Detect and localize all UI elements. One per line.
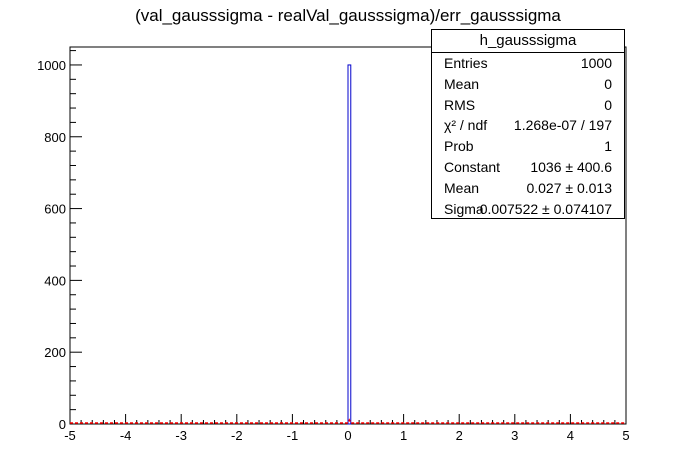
x-tick-label: -4 xyxy=(120,428,132,443)
stats-value: 1.268e-07 / 197 xyxy=(513,117,612,134)
stats-row: Prob 1 xyxy=(432,136,624,157)
chart-title: (val_gausssigma - realVal_gausssigma)/er… xyxy=(135,6,561,25)
y-tick-label: 800 xyxy=(44,130,66,145)
stats-row: Sigma 0.007522 ± 0.074107 xyxy=(432,199,624,220)
stats-row: RMS 0 xyxy=(432,95,624,116)
y-tick-label: 1000 xyxy=(37,58,66,73)
x-tick-label: 3 xyxy=(511,428,518,443)
x-tick-label: 0 xyxy=(344,428,351,443)
stats-row: Constant 1036 ± 400.6 xyxy=(432,157,624,178)
stats-label: Prob xyxy=(444,138,474,155)
stats-value: 1036 ± 400.6 xyxy=(530,158,612,175)
stats-value: 0.027 ± 0.013 xyxy=(526,179,612,196)
x-tick-label: 2 xyxy=(456,428,463,443)
x-tick-label: 1 xyxy=(400,428,407,443)
stats-label: Entries xyxy=(444,55,488,71)
y-tick-label: 0 xyxy=(59,417,66,432)
stats-histogram-name: h_gausssigma xyxy=(432,30,624,53)
stats-row: Mean 0.027 ± 0.013 xyxy=(432,178,624,199)
stats-value: 1000 xyxy=(580,55,612,71)
x-tick-label: -2 xyxy=(231,428,243,443)
stats-row: Entries 1000 xyxy=(432,53,624,74)
x-tick-label: 4 xyxy=(567,428,574,443)
stats-label: Constant xyxy=(444,158,501,175)
stats-label: Mean xyxy=(444,75,480,92)
x-tick-label: 5 xyxy=(622,428,629,443)
stats-value: 0.007522 ± 0.074107 xyxy=(479,200,612,217)
stats-label: Mean xyxy=(444,179,480,196)
stats-value: 1 xyxy=(604,138,612,155)
stats-row: χ² / ndf 1.268e-07 / 197 xyxy=(432,115,624,136)
fit-curve xyxy=(70,418,626,424)
histogram-bar xyxy=(347,64,352,425)
y-tick-label: 600 xyxy=(44,202,66,217)
stats-box: h_gausssigma Entries 1000 Mean 0 RMS 0 χ² / nd… xyxy=(431,29,625,219)
stats-value: 0 xyxy=(604,96,612,113)
y-tick-label: 400 xyxy=(44,273,66,288)
stats-value: 0 xyxy=(604,75,612,92)
stats-label: Sigma xyxy=(444,200,484,217)
x-tick-label: -3 xyxy=(175,428,187,443)
stats-label: χ² / ndf xyxy=(444,117,488,134)
x-tick-label: -1 xyxy=(287,428,299,443)
x-tick-label: -5 xyxy=(64,428,76,443)
stats-rows: Entries 1000 Mean 0 RMS 0 χ² / ndf 1.268e-07 / … xyxy=(432,53,624,219)
y-tick-label: 200 xyxy=(44,345,66,360)
stats-row: Mean 0 xyxy=(432,74,624,95)
stats-label: RMS xyxy=(444,96,476,113)
